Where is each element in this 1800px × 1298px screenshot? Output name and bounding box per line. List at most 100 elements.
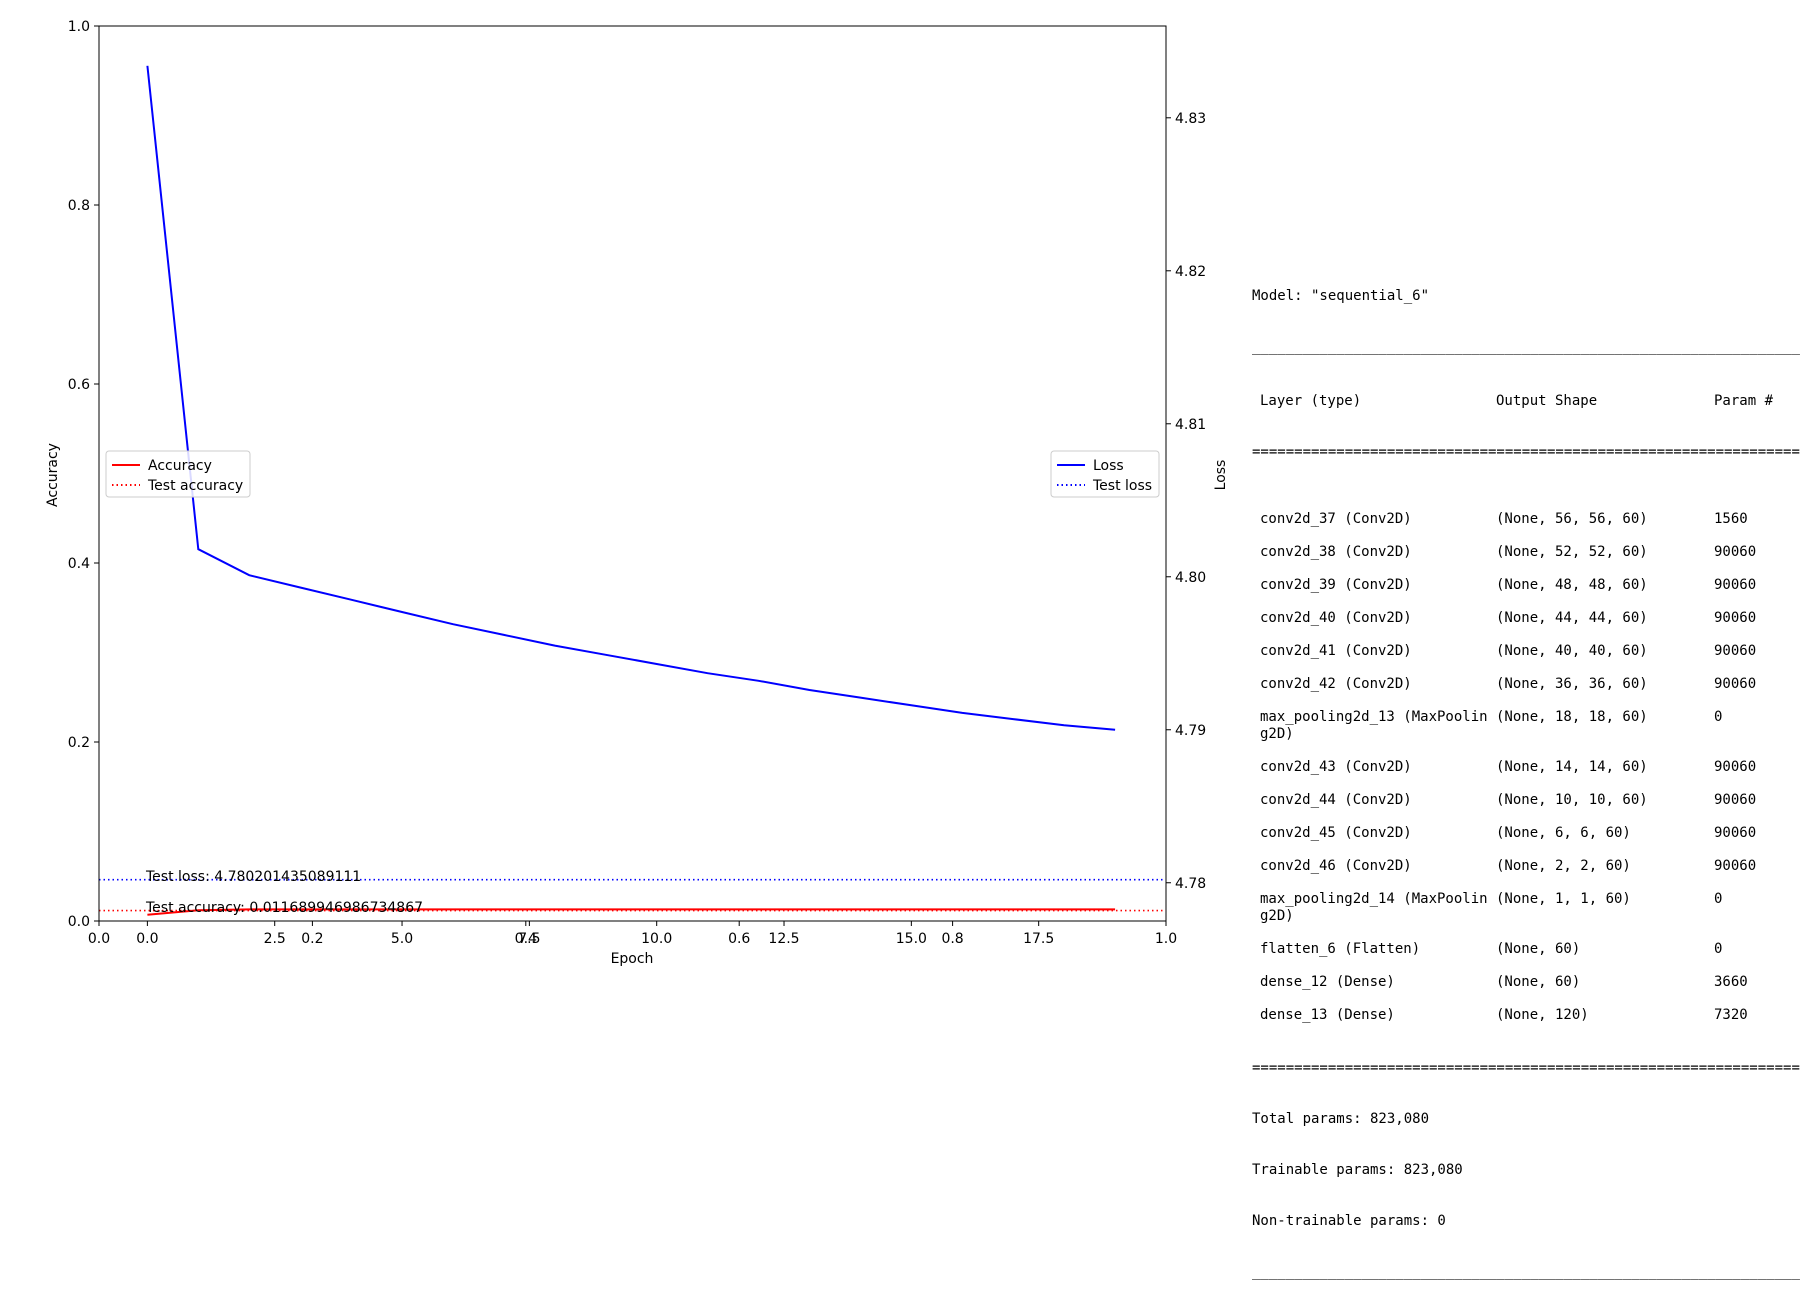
table-row: flatten_6 (Flatten) (None, 60) 0 [1252, 941, 1800, 958]
y-tick-label-left: 0.0 [68, 914, 90, 930]
layer-param-count: 90060 [1714, 759, 1757, 775]
total-params: Total params: 823,080 [1252, 1111, 1430, 1127]
layer-name: max_pooling2d_14 (MaxPoolin g2D) [1260, 891, 1488, 924]
layer-output-shape: (None, 56, 56, 60) [1496, 511, 1648, 527]
layer-name: dense_13 (Dense) [1260, 1007, 1395, 1023]
legend-label: Test loss [1092, 478, 1152, 494]
layer-name: max_pooling2d_13 (MaxPoolin g2D) [1260, 709, 1488, 742]
layer-param-count: 90060 [1714, 544, 1757, 560]
layer-output-shape: (None, 10, 10, 60) [1496, 792, 1648, 808]
legend-accuracy: Accuracy Test accuracy [105, 450, 251, 498]
y-tick-label-left: 0.8 [68, 198, 90, 214]
layer-param-count: 7320 [1714, 1007, 1748, 1023]
y-tick-label-right: 4.83 [1175, 111, 1206, 127]
layer-param-count: 90060 [1714, 792, 1757, 808]
non-trainable-params: Non-trainable params: 0 [1252, 1213, 1446, 1229]
table-row: dense_12 (Dense) (None, 60) 3660 [1252, 974, 1800, 991]
header-param-count: Param # [1714, 393, 1774, 409]
layer-param-count: 0 [1714, 941, 1723, 957]
model-summary: Model: "sequential_6" __________________… [1252, 254, 1800, 1298]
summary-rule-double: ========================================… [1252, 444, 1800, 460]
y-tick-label-left: 0.2 [68, 735, 90, 751]
table-row: conv2d_42 (Conv2D) (None, 36, 36, 60) 9006… [1252, 676, 1800, 693]
layer-output-shape: (None, 14, 14, 60) [1496, 759, 1648, 775]
layer-name: conv2d_42 (Conv2D) [1260, 676, 1412, 692]
layer-param-count: 90060 [1714, 610, 1757, 626]
layer-name: conv2d_44 (Conv2D) [1260, 792, 1412, 808]
legend-label: Test accuracy [147, 478, 243, 494]
layer-output-shape: (None, 36, 36, 60) [1496, 676, 1648, 692]
header-layer-type: Layer (type) [1260, 393, 1362, 409]
plot-frame [98, 25, 1167, 922]
table-row: max_pooling2d_14 (MaxPoolin g2D) (None, 1… [1252, 891, 1800, 925]
test-accuracy-annotation: Test accuracy: 0.011689946986734867 [145, 900, 423, 916]
table-row: conv2d_43 (Conv2D) (None, 14, 14, 60) 9006… [1252, 759, 1800, 776]
x-tick-label: 7.5 [518, 931, 540, 947]
y-tick-label-left: 1.0 [68, 19, 90, 35]
x-tick-label: 12.5 [768, 931, 799, 947]
layer-name: conv2d_45 (Conv2D) [1260, 825, 1412, 841]
legend-box [105, 450, 251, 498]
layer-param-count: 90060 [1714, 577, 1757, 593]
x-tick-label: 15.0 [896, 931, 927, 947]
axes-frame [98, 25, 1167, 922]
test-loss-annotation: Test loss: 4.780201435089111 [145, 869, 361, 885]
layer-param-count: 90060 [1714, 676, 1757, 692]
layer-param-count: 90060 [1714, 825, 1757, 841]
y-axis-label-right: Loss [1213, 460, 1229, 491]
annotations: Test loss: 4.780201435089111 Test accura… [145, 869, 423, 916]
layer-output-shape: (None, 40, 40, 60) [1496, 643, 1648, 659]
layer-param-count: 0 [1714, 709, 1723, 725]
overlay-x-tick-label: 0.4 [515, 931, 537, 947]
x-tick-label: 10.0 [641, 931, 672, 947]
summary-rule-bottom: ________________________________________… [1252, 1264, 1800, 1280]
table-row: dense_13 (Dense) (None, 120) 7320 [1252, 1007, 1800, 1024]
overlay-x-tick-label: 1.0 [1155, 931, 1177, 947]
layer-output-shape: (None, 52, 52, 60) [1496, 544, 1648, 560]
y-tick-label-right: 4.79 [1175, 723, 1206, 739]
layer-output-shape: (None, 60) [1496, 941, 1581, 957]
ticks-layer: 0.0 2.5 5.0 7.5 10.0 12.5 15.0 17.5 0.0 0.2 0.4 0.6… [68, 19, 1206, 947]
layer-output-shape: (None, 44, 44, 60) [1496, 610, 1648, 626]
layer-name: flatten_6 (Flatten) [1260, 941, 1421, 957]
layer-output-shape: (None, 48, 48, 60) [1496, 577, 1648, 593]
layer-param-count: 1560 [1714, 511, 1748, 527]
layer-name: dense_12 (Dense) [1260, 974, 1395, 990]
table-row: conv2d_40 (Conv2D) (None, 44, 44, 60) 9006… [1252, 610, 1800, 627]
layer-param-count: 90060 [1714, 643, 1757, 659]
layer-name: conv2d_46 (Conv2D) [1260, 858, 1412, 874]
y-axis-label-left: Accuracy [45, 443, 61, 507]
series-layer [146, 65, 1116, 916]
legend-label: Accuracy [148, 458, 212, 474]
overlay-axis: 0.0 0.2 0.4 0.6 0.8 1.0 [88, 921, 1177, 947]
legend-box [1050, 450, 1160, 498]
overlay-x-tick-label: 0.2 [301, 931, 323, 947]
layer-name: conv2d_38 (Conv2D) [1260, 544, 1412, 560]
table-row: conv2d_45 (Conv2D) (None, 6, 6, 60) 90060 [1252, 825, 1800, 842]
summary-rule-top: ________________________________________… [1252, 339, 1800, 355]
layer-output-shape: (None, 120) [1496, 1007, 1589, 1023]
layer-name: conv2d_41 (Conv2D) [1260, 643, 1412, 659]
header-output-shape: Output Shape [1496, 393, 1598, 409]
table-row: max_pooling2d_13 (MaxPoolin g2D) (None, 1… [1252, 709, 1800, 743]
overlay-x-tick-label: 0.0 [88, 931, 110, 947]
model-summary-title: Model: "sequential_6" [1252, 288, 1430, 304]
layer-name: conv2d_43 (Conv2D) [1260, 759, 1412, 775]
summary-header-row: Layer (type) Output Shape Param # [1252, 393, 1800, 410]
table-row: conv2d_44 (Conv2D) (None, 10, 10, 60) 9006… [1252, 792, 1800, 809]
legend-loss: Loss Test loss [1050, 450, 1160, 498]
table-row: conv2d_41 (Conv2D) (None, 40, 40, 60) 9006… [1252, 643, 1800, 660]
overlay-x-tick-label: 0.6 [728, 931, 750, 947]
layer-output-shape: (None, 6, 6, 60) [1496, 825, 1631, 841]
x-axis-label: Epoch [611, 951, 654, 967]
x-tick-label: 17.5 [1023, 931, 1054, 947]
table-row: conv2d_37 (Conv2D) (None, 56, 56, 60) 1560 [1252, 511, 1800, 528]
layer-name: conv2d_39 (Conv2D) [1260, 577, 1412, 593]
y-tick-label-left: 0.4 [68, 556, 90, 572]
x-tick-label: 2.5 [264, 931, 286, 947]
y-tick-label-right: 4.81 [1175, 417, 1206, 433]
layer-rows: conv2d_37 (Conv2D) (None, 56, 56, 60) 1560… [1252, 511, 1800, 1024]
accuracy-series-line [147, 908, 1116, 916]
legend-label: Loss [1093, 458, 1124, 474]
layer-output-shape: (None, 18, 18, 60) [1496, 709, 1648, 725]
